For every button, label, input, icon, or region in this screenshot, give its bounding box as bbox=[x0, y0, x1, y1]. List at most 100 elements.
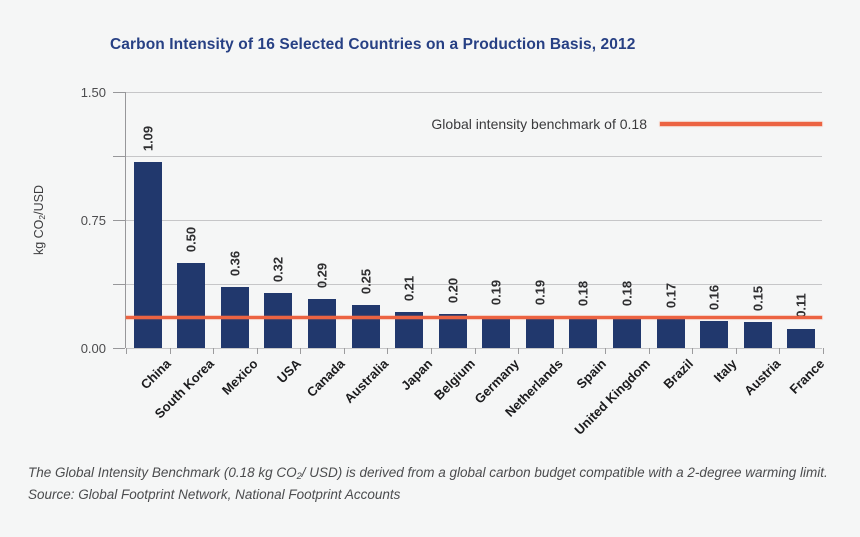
bar-value-label: 0.18 bbox=[575, 281, 591, 307]
x-axis-label-japan: Japan bbox=[397, 356, 435, 394]
gridline bbox=[126, 92, 822, 93]
bar-canada bbox=[308, 298, 337, 348]
bar-slot: 0.19 bbox=[475, 92, 519, 348]
bar-slot: 0.25 bbox=[344, 92, 388, 348]
source-note: Source: Global Footprint Network, Nation… bbox=[28, 487, 401, 502]
x-axis-label-united-kingdom: United Kingdom bbox=[570, 356, 653, 438]
bar-belgium bbox=[438, 313, 467, 348]
bar-slot: 0.32 bbox=[257, 92, 301, 348]
y-axis-title-pre: kg CO bbox=[32, 219, 47, 256]
bar-value-label: 0.19 bbox=[532, 279, 548, 305]
chart-title: Carbon Intensity of 16 Selected Countrie… bbox=[110, 36, 636, 53]
bar-value-label: 0.29 bbox=[314, 262, 330, 288]
bar-germany bbox=[482, 315, 511, 348]
y-axis-tick bbox=[113, 156, 125, 157]
bar-slot: 0.20 bbox=[431, 92, 475, 348]
benchmark-line bbox=[126, 315, 822, 320]
bar-slot: 0.29 bbox=[300, 92, 344, 348]
y-axis-tick-label: 1.50 bbox=[80, 85, 106, 100]
bar-australia bbox=[351, 305, 380, 348]
footnote: The Global Intensity Benchmark (0.18 kg … bbox=[28, 463, 828, 484]
gridline bbox=[126, 156, 822, 157]
bar-slot: 0.11 bbox=[779, 92, 823, 348]
bar-slot: 0.19 bbox=[518, 92, 562, 348]
x-axis-tick bbox=[561, 348, 563, 354]
bar-slot: 0.17 bbox=[649, 92, 693, 348]
bar-slot: 0.50 bbox=[170, 92, 214, 348]
x-axis-tick bbox=[126, 348, 127, 354]
bar-italy bbox=[700, 320, 729, 348]
bar-slot: 0.15 bbox=[736, 92, 780, 348]
x-axis-labels: China South Korea Mexico USA Canada Australia… bbox=[125, 356, 827, 456]
benchmark-legend-label: Global intensity benchmark of 0.18 bbox=[431, 116, 647, 132]
y-axis-tick bbox=[113, 92, 125, 93]
bar-spain bbox=[569, 317, 598, 348]
x-axis-label-italy: Italy bbox=[710, 356, 740, 386]
x-axis-label-austria: Austria bbox=[740, 356, 784, 399]
benchmark-legend: Global intensity benchmark of 0.18 bbox=[431, 116, 822, 132]
y-axis-tick bbox=[113, 348, 125, 349]
bar-netherlands bbox=[525, 315, 554, 348]
y-axis-tick-label: 0.00 bbox=[80, 341, 106, 356]
x-axis-tick bbox=[779, 348, 781, 354]
gridline bbox=[126, 284, 822, 285]
x-axis-tick bbox=[300, 348, 302, 354]
x-axis-tick bbox=[648, 348, 650, 354]
bar-value-label: 0.32 bbox=[270, 257, 286, 283]
bar-united-kingdom bbox=[612, 317, 641, 348]
x-axis-tick bbox=[735, 348, 737, 354]
y-axis-tick-label: 0.75 bbox=[80, 213, 106, 228]
bar-value-label: 0.15 bbox=[750, 286, 766, 312]
x-axis-tick bbox=[823, 348, 824, 354]
bar-value-label: 0.16 bbox=[706, 284, 722, 310]
x-axis-label-canada: Canada bbox=[303, 356, 348, 400]
bar-austria bbox=[743, 322, 772, 348]
benchmark-legend-line-swatch bbox=[660, 122, 822, 126]
bar-slot: 0.18 bbox=[562, 92, 606, 348]
x-axis-label-brazil: Brazil bbox=[660, 356, 697, 392]
bar-value-label: 1.09 bbox=[140, 125, 156, 152]
x-axis-tick bbox=[430, 348, 432, 354]
y-axis-title: kg CO2/USD bbox=[32, 184, 47, 256]
bar-slot: 0.36 bbox=[213, 92, 257, 348]
bar-slot: 0.18 bbox=[605, 92, 649, 348]
bar-value-label: 0.21 bbox=[401, 276, 417, 302]
gridline bbox=[126, 348, 822, 349]
x-axis-tick bbox=[169, 348, 171, 354]
bar-china bbox=[133, 161, 162, 348]
x-axis-tick bbox=[387, 348, 389, 354]
x-axis-label-france: France bbox=[786, 356, 827, 397]
bar-value-label: 0.25 bbox=[358, 269, 374, 295]
bar-slot: 0.21 bbox=[387, 92, 431, 348]
y-axis-tick bbox=[113, 284, 125, 285]
y-axis-title-post: /USD bbox=[32, 184, 47, 215]
bar-value-label: 0.18 bbox=[619, 281, 635, 307]
x-axis-label-spain: Spain bbox=[573, 356, 610, 392]
x-axis-label-mexico: Mexico bbox=[218, 356, 261, 398]
x-axis-tick bbox=[256, 348, 258, 354]
bar-value-label: 0.19 bbox=[488, 279, 504, 305]
bar-value-label: 0.50 bbox=[183, 226, 199, 252]
bar-slot: 0.16 bbox=[692, 92, 736, 348]
y-axis-tick bbox=[113, 220, 125, 221]
bar-south-korea bbox=[177, 262, 206, 348]
gridline bbox=[126, 220, 822, 221]
footnote-subscript: 2 bbox=[296, 471, 302, 482]
x-axis-tick bbox=[605, 348, 607, 354]
footnote-post: / USD) is derived from a global carbon b… bbox=[301, 465, 828, 480]
x-axis-label-usa: USA bbox=[274, 356, 305, 387]
bar-value-label: 0.20 bbox=[445, 277, 461, 304]
bar-usa bbox=[264, 293, 293, 348]
x-axis-tick bbox=[213, 348, 215, 354]
bar-france bbox=[787, 329, 816, 348]
chart-footer: The Global Intensity Benchmark (0.18 kg … bbox=[28, 463, 828, 504]
x-axis-label-australia: Australia bbox=[341, 356, 392, 406]
plot-area: Global intensity benchmark of 0.18 1.50 0… bbox=[81, 85, 824, 356]
x-axis-tick bbox=[518, 348, 520, 354]
bar-value-label: 0.11 bbox=[793, 293, 809, 319]
bar-value-label: 0.17 bbox=[663, 282, 679, 309]
x-axis-tick bbox=[343, 348, 345, 354]
x-axis-tick bbox=[474, 348, 476, 354]
x-axis-tick bbox=[692, 348, 694, 354]
